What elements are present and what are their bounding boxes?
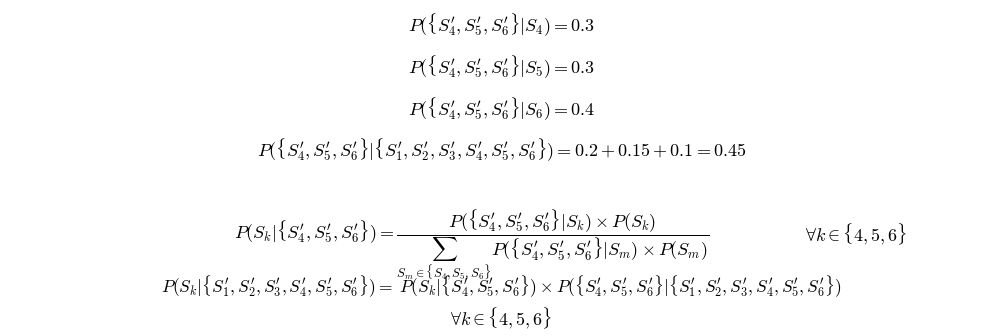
- Text: $P(S_k|\{S_4^{\prime},S_5^{\prime},S_6^{\prime}\}) = \dfrac{P(\{S_4^{\prime},S_5: $P(S_k|\{S_4^{\prime},S_5^{\prime},S_6^{…: [233, 208, 708, 283]
- Text: $P(S_k|\{S_1^{\prime},S_2^{\prime},S_3^{\prime},S_4^{\prime},S_5^{\prime},S_6^{\: $P(S_k|\{S_1^{\prime},S_2^{\prime},S_3^{…: [161, 274, 841, 300]
- Text: $\forall k \in \{4,5,6\}$: $\forall k \in \{4,5,6\}$: [805, 222, 907, 247]
- Text: $P(\{S_4^{\prime},S_5^{\prime},S_6^{\prime}\}|S_6) = 0.4$: $P(\{S_4^{\prime},S_5^{\prime},S_6^{\pri…: [408, 95, 594, 122]
- Text: $\forall k \in \{4,5,6\}$: $\forall k \in \{4,5,6\}$: [450, 306, 552, 331]
- Text: $P(\{S_4^{\prime},S_5^{\prime},S_6^{\prime}\}|S_4) = 0.3$: $P(\{S_4^{\prime},S_5^{\prime},S_6^{\pri…: [408, 11, 594, 38]
- Text: $P(\{S_4^{\prime},S_5^{\prime},S_6^{\prime}\}|\{S_1^{\prime},S_2^{\prime},S_3^{\: $P(\{S_4^{\prime},S_5^{\prime},S_6^{\pri…: [257, 137, 745, 163]
- Text: $P(\{S_4^{\prime},S_5^{\prime},S_6^{\prime}\}|S_5) = 0.3$: $P(\{S_4^{\prime},S_5^{\prime},S_6^{\pri…: [408, 53, 594, 80]
